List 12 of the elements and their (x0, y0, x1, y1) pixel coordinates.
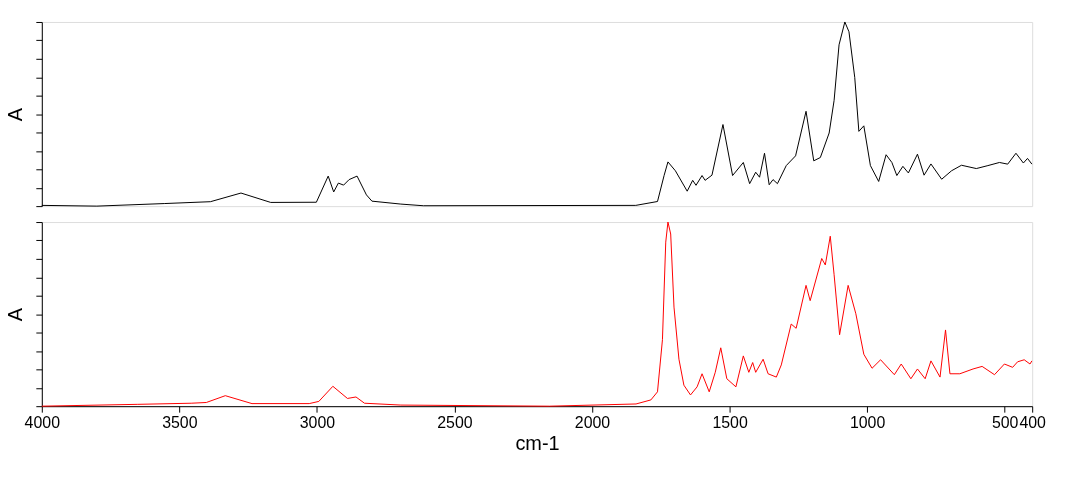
x-tick-label: 2000 (574, 413, 611, 431)
x-axis-title: cm-1 (515, 432, 560, 455)
x-tick-label: 4000 (24, 413, 61, 431)
x-tick-label: 1500 (712, 413, 748, 431)
x-tick-label: 3000 (299, 413, 336, 431)
y-axis-title: A (3, 307, 26, 322)
x-tick-label: 2500 (437, 413, 473, 431)
y-axis-title: A (3, 107, 26, 122)
x-tick-label: 1000 (849, 413, 886, 431)
x-tick-label: 400 (1019, 413, 1047, 431)
x-tick-label: 3500 (162, 413, 198, 431)
x-tick-label: 500 (991, 413, 1019, 431)
